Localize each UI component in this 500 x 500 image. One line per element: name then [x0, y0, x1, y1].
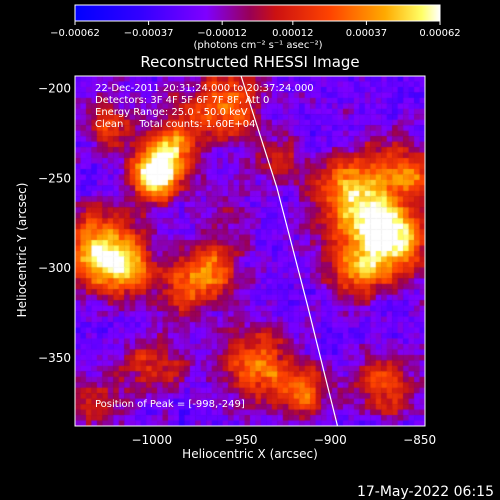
timestamp: 17-May-2022 06:15: [356, 484, 494, 500]
x-tick-label: −850: [403, 433, 436, 447]
x-axis-tick-labels: −1000 −950 −900 −850: [131, 433, 436, 447]
colorbar-unit-label: (photons cm⁻² s⁻¹ asec⁻²): [193, 40, 322, 51]
colorbar-tick-label: 0.00062: [419, 28, 460, 39]
x-tick-label: −950: [225, 433, 258, 447]
y-tick-label: −200: [38, 82, 71, 96]
y-tick-label: −350: [38, 351, 71, 365]
colorbar-ticks: [74, 21, 441, 25]
colorbar-tick-label: 0.00037: [346, 28, 387, 39]
rhessi-image-map: [75, 76, 425, 426]
y-axis-label: Heliocentric Y (arcsec): [15, 183, 29, 318]
colorbar-tick-labels: −0.00062 −0.00037 −0.00012 0.00012 0.00037 0.…: [50, 28, 461, 39]
colorbar-tick-label: −0.00037: [124, 28, 174, 39]
x-axis-label: Heliocentric X (arcsec): [182, 447, 318, 461]
y-tick-label: −300: [38, 261, 71, 275]
colorbar-tick-label: 0.00012: [272, 28, 313, 39]
x-tick-label: −900: [314, 433, 347, 447]
x-tick-label: −1000: [131, 433, 172, 447]
colorbar-tick-label: −0.00062: [50, 28, 100, 39]
colorbar-tick-label: −0.00012: [197, 28, 247, 39]
y-tick-label: −250: [38, 171, 71, 185]
chart-title: Reconstructed RHESSI Image: [140, 53, 359, 71]
y-axis-tick-labels: −200 −250 −300 −350: [38, 82, 71, 365]
colorbar: [74, 4, 441, 22]
